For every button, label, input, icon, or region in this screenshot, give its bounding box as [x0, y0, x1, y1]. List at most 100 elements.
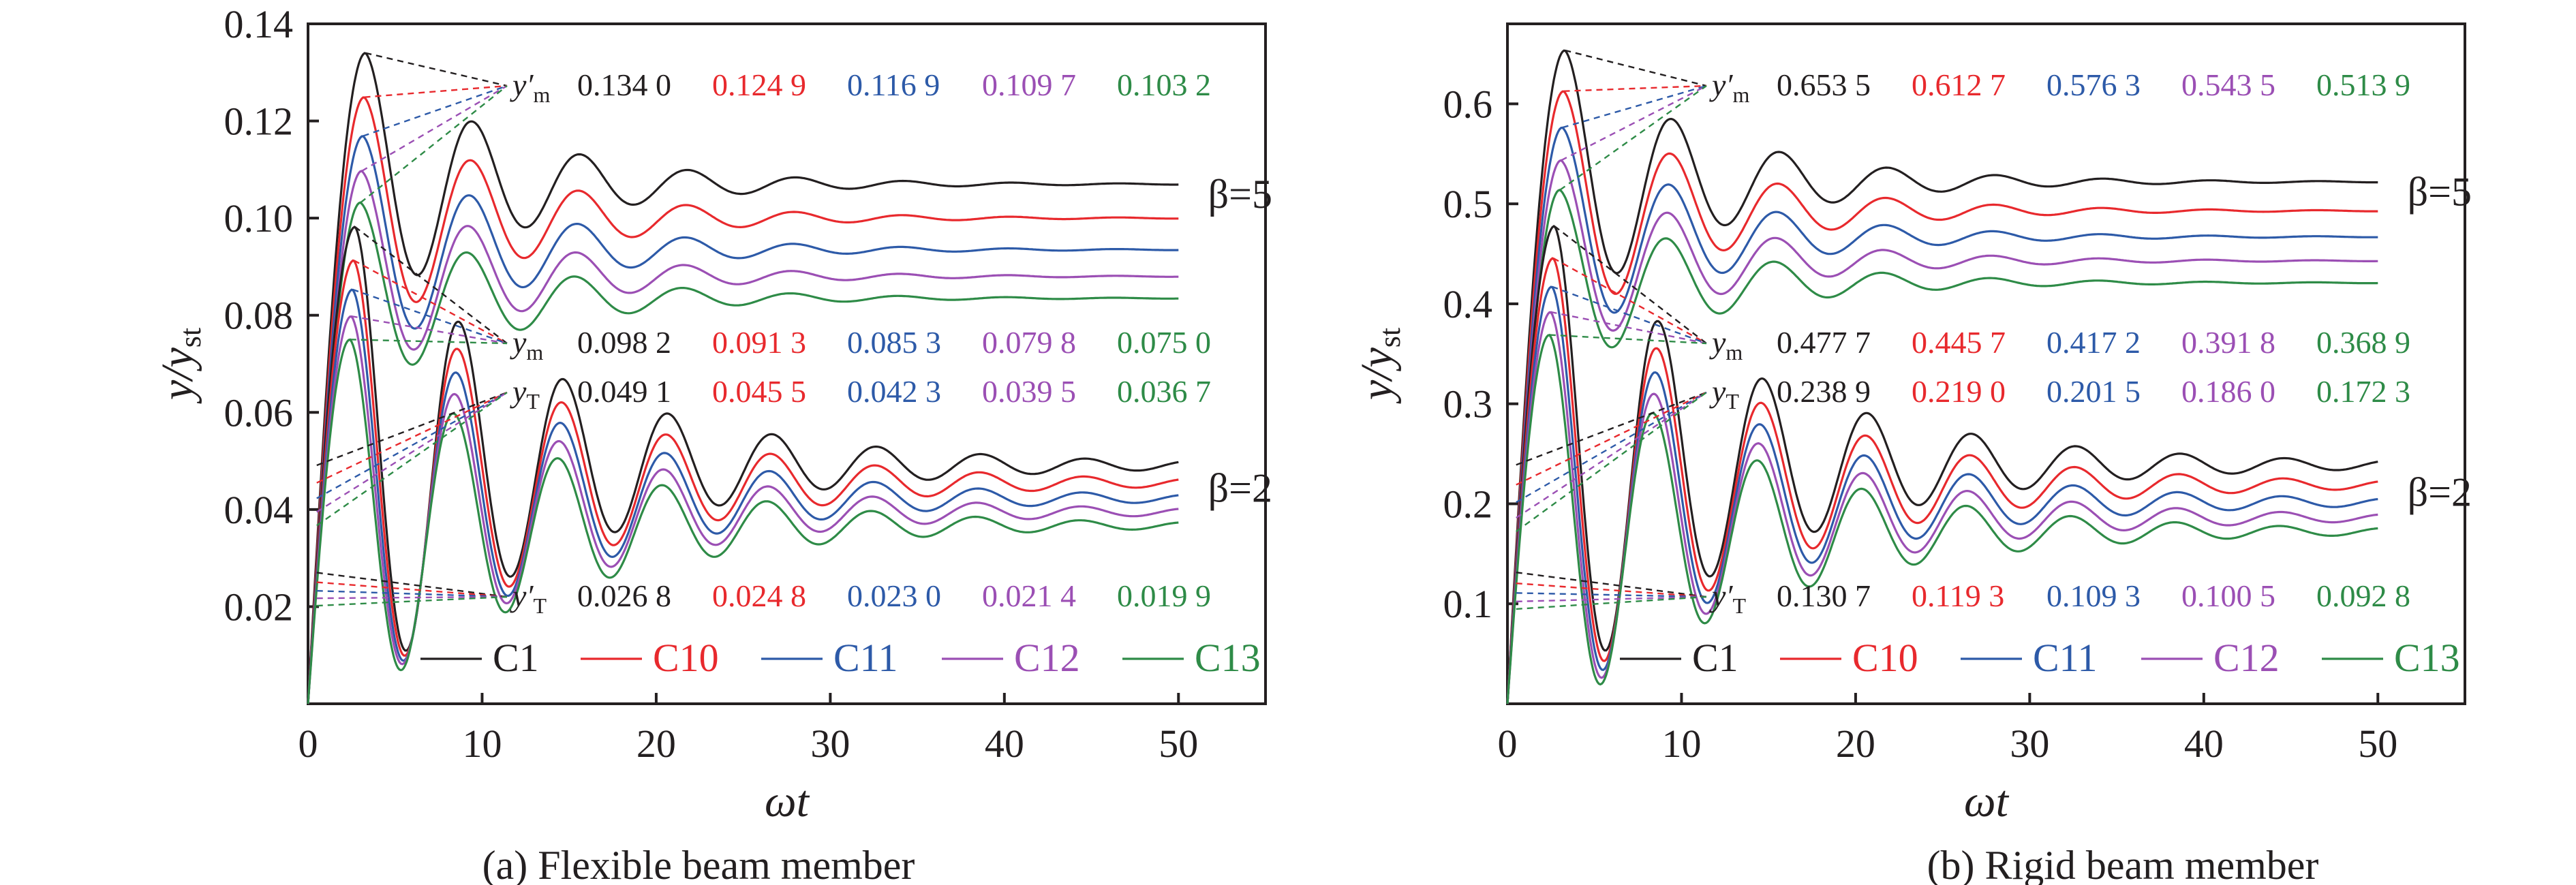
- annotation-value-C13: 0.019 9: [1117, 578, 1211, 613]
- annotation-value-C11: 0.085 3: [847, 325, 941, 360]
- annotation-value-C12: 0.100 5: [2181, 578, 2275, 613]
- series-line-C10-beta2: [1506, 257, 2378, 704]
- leader-line-C12: [316, 391, 508, 513]
- annotation-value-C1: 0.049 1: [577, 374, 671, 409]
- annotation-value-C12: 0.391 8: [2181, 325, 2275, 360]
- plot-frame: [1506, 22, 2466, 705]
- legend-label-C13: C13: [1195, 636, 1261, 680]
- annotation-value-C1: 0.238 9: [1777, 374, 1871, 409]
- series-line-C12-beta5: [1506, 159, 2378, 704]
- annotation-value-C12: 0.039 5: [982, 374, 1076, 409]
- series-line-C1-beta5: [307, 52, 1179, 704]
- annotations: y′m 0.134 0 0.124 9 0.116 9 0.109 7 0.103 2 ym…: [316, 52, 1211, 618]
- leader-line-C13: [316, 595, 508, 607]
- annotation-symbol: y′m: [1709, 67, 1749, 107]
- leader-line-C13: [1516, 595, 1707, 610]
- x-axis-label: ωt: [1964, 777, 2010, 826]
- annotation-value-C11: 0.109 3: [2046, 578, 2141, 613]
- annotation-value-C1: 0.134 0: [577, 67, 671, 102]
- series-line-C10-beta5: [1506, 90, 2378, 704]
- annotation-value-C11: 0.417 2: [2046, 325, 2141, 360]
- annotation-value-C11: 0.576 3: [2046, 67, 2141, 102]
- series-line-C12-beta2: [307, 315, 1179, 704]
- x-tick-label: 50: [2358, 721, 2397, 766]
- annotation-symbol: y′T: [1709, 578, 1746, 618]
- legend-label-C10: C10: [653, 636, 719, 680]
- leader-line-C10: [364, 84, 508, 98]
- x-tick-label: 40: [2184, 721, 2224, 766]
- leader-line-C1: [1565, 49, 1707, 87]
- series-line-C13-beta5: [1506, 188, 2378, 704]
- plot-frame: [307, 22, 1267, 705]
- series-line-C11-beta5: [1506, 126, 2378, 704]
- annotation-value-C10: 0.612 7: [1912, 67, 2006, 102]
- leader-line-C1: [365, 52, 508, 87]
- annotation-value-C10: 0.091 3: [712, 325, 806, 360]
- series-line-C13-beta5: [307, 201, 1179, 704]
- legend-label-C1: C1: [493, 636, 539, 680]
- y-axis-label: y/yst: [153, 328, 207, 404]
- legend-label-C11: C11: [2033, 636, 2098, 680]
- leader-line-C12: [1561, 84, 1707, 161]
- leader-line-C11: [1516, 391, 1707, 503]
- leader-line-C1: [316, 572, 508, 598]
- leader-line-C10: [1516, 391, 1707, 486]
- annotation-value-C12: 0.021 4: [982, 578, 1076, 613]
- annotation-value-C12: 0.109 7: [982, 67, 1076, 102]
- leader-line-C12: [1516, 595, 1707, 603]
- annotation-value-C12: 0.079 8: [982, 325, 1076, 360]
- leader-line-C12: [351, 315, 508, 345]
- beta-label-low: β=2: [1208, 465, 1272, 510]
- leader-line-C11: [363, 84, 508, 137]
- leader-line-C11: [1551, 285, 1707, 345]
- series-line-C1-beta5: [1506, 49, 2378, 704]
- y-tick-label: 0.02: [224, 585, 294, 629]
- y-tick-label: 0.2: [1443, 482, 1493, 526]
- annotation-value-C1: 0.026 8: [577, 578, 671, 613]
- leader-line-C10: [316, 391, 508, 484]
- annotation-value-C13: 0.092 8: [2316, 578, 2410, 613]
- series-line-C10-beta5: [307, 96, 1179, 704]
- leader-line-C11: [316, 391, 508, 499]
- series-line-C1-beta2: [307, 226, 1179, 704]
- x-tick-label: 0: [298, 721, 318, 766]
- legend-label-C10: C10: [1852, 636, 1918, 680]
- series-line-C11-beta5: [307, 135, 1179, 704]
- legend-label-C12: C12: [1014, 636, 1080, 680]
- leader-line-C13: [1516, 392, 1707, 533]
- legend-label-C13: C13: [2394, 636, 2460, 680]
- annotation-value-C10: 0.119 3: [1912, 578, 2004, 613]
- legend: C1 C10 C11 C12 C13: [420, 636, 1261, 680]
- annotation-value-C1: 0.477 7: [1777, 325, 1871, 360]
- annotation-value-C13: 0.103 2: [1117, 67, 1211, 102]
- leader-line-C10: [1552, 257, 1707, 345]
- leader-line-C13: [350, 339, 508, 345]
- annotation-value-C13: 0.172 3: [2316, 374, 2410, 409]
- leader-line-C11: [1562, 84, 1707, 129]
- annotation-symbol: ym: [510, 325, 543, 364]
- leader-line-C12: [1516, 391, 1707, 519]
- annotation-value-C10: 0.219 0: [1912, 374, 2006, 409]
- y-tick-label: 0.3: [1443, 382, 1493, 426]
- annotation-value-C11: 0.116 9: [847, 67, 940, 102]
- legend-label-C12: C12: [2213, 636, 2280, 680]
- leader-line-C12: [1550, 311, 1707, 345]
- x-axis-label: ωt: [765, 777, 810, 826]
- beta-label-high: β=5: [1208, 172, 1272, 217]
- leader-line-C10: [316, 581, 508, 598]
- annotation-symbol: y′m: [510, 67, 550, 107]
- legend-label-C1: C1: [1692, 636, 1738, 680]
- annotation-value-C12: 0.543 5: [2181, 67, 2275, 102]
- y-tick-label: 0.06: [224, 390, 294, 435]
- annotation-value-C13: 0.513 9: [2316, 67, 2410, 102]
- leader-line-C11: [352, 288, 508, 345]
- annotation-symbol: ym: [1709, 325, 1743, 364]
- chart-panel_b: 0 10 20 30 40 50 0.1 0.2 0.3 0.4 0.5 0.6 ωt y/yst (b) …: [1352, 22, 2472, 885]
- leader-line-C1: [1516, 571, 1707, 598]
- annotation-symbol: yT: [1709, 374, 1739, 414]
- leader-line-C13: [360, 85, 508, 204]
- series-line-C11-beta2: [307, 288, 1179, 704]
- leader-line-C12: [316, 595, 508, 600]
- leader-line-C1: [1516, 391, 1707, 466]
- y-tick-label: 0.6: [1443, 82, 1493, 126]
